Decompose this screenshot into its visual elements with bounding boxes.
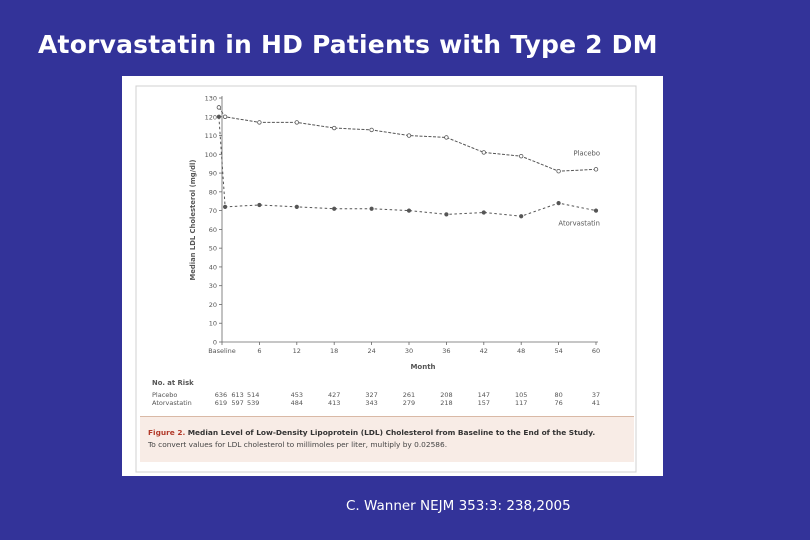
at-risk-value: 453 xyxy=(291,391,303,399)
y-tick-label: 40 xyxy=(209,263,217,271)
series-label-placebo: Placebo xyxy=(573,149,600,157)
figure-caption: Figure 2. Median Level of Low-Density Li… xyxy=(140,416,634,462)
y-tick-label: 90 xyxy=(209,170,217,178)
y-tick-label: 0 xyxy=(213,339,217,347)
series-point-placebo xyxy=(294,120,299,125)
slide-title: Atorvastatin in HD Patients with Type 2 … xyxy=(38,30,658,59)
x-tick-label: 12 xyxy=(293,347,301,355)
series-point-placebo xyxy=(369,127,374,133)
series-point-atorvastatin xyxy=(369,206,374,211)
at-risk-value: 279 xyxy=(403,399,415,407)
x-tick-label: 48 xyxy=(517,347,525,355)
at-risk-heading: No. at Risk xyxy=(152,379,194,387)
at-risk-value: 105 xyxy=(515,391,527,399)
series-point-placebo xyxy=(257,120,262,125)
y-axis-label: Median LDL Cholesterol (mg/dl) xyxy=(189,160,197,281)
series-point-atorvastatin xyxy=(519,214,524,219)
citation: C. Wanner NEJM 353:3: 238,2005 xyxy=(346,498,571,514)
series-point-atorvastatin xyxy=(593,208,599,213)
series-point-placebo xyxy=(519,153,524,159)
series-point-atorvastatin xyxy=(406,208,412,213)
series-point-placebo xyxy=(481,150,486,155)
at-risk-value: 327 xyxy=(365,391,377,399)
x-tick-label: Baseline xyxy=(208,347,236,355)
series-point-atorvastatin xyxy=(332,206,337,211)
x-tick-label: 54 xyxy=(554,347,562,355)
x-tick-label: 30 xyxy=(405,347,413,355)
series-point-placebo xyxy=(222,114,228,119)
at-risk-value: 37 xyxy=(592,391,600,399)
series-point-atorvastatin xyxy=(216,114,221,119)
chart-series: Placebo Atorvastatin xyxy=(216,105,600,228)
y-tick-label: 70 xyxy=(209,207,217,215)
at-risk-value: 539 xyxy=(247,399,259,407)
series-label-atorvastatin: Atorvastatin xyxy=(558,220,600,228)
series-point-placebo xyxy=(593,167,599,172)
series-point-atorvastatin xyxy=(444,212,449,217)
x-tick-label: 18 xyxy=(330,347,338,355)
series-point-placebo xyxy=(216,105,222,110)
series-point-atorvastatin xyxy=(257,202,262,208)
series-point-placebo xyxy=(406,133,412,138)
y-tick-label: 130 xyxy=(205,95,217,103)
x-axis-label: Month xyxy=(410,363,435,371)
figure-border xyxy=(135,85,637,473)
at-risk-value: 76 xyxy=(554,399,562,407)
y-tick-label: 20 xyxy=(209,301,217,309)
y-tick-label: 10 xyxy=(209,320,217,328)
series-point-placebo xyxy=(556,168,561,174)
y-tick-label: 110 xyxy=(205,132,217,140)
at-risk-value: 208 xyxy=(440,391,452,399)
series-point-placebo xyxy=(331,125,337,131)
x-tick-label: 24 xyxy=(367,347,375,355)
figure-panel: 0 10 20 30 40 50 60 70 80 90 100 110 120 130 Median LD… xyxy=(122,76,663,476)
y-tick-label: 80 xyxy=(209,188,217,196)
x-tick-label: 42 xyxy=(480,347,488,355)
series-line-atorvastatin xyxy=(218,116,597,217)
at-risk-value: 514 xyxy=(247,391,259,399)
x-tick-label: 36 xyxy=(442,347,450,355)
at-risk-row-label: Atorvastatin xyxy=(152,399,192,407)
at-risk-value: 343 xyxy=(365,399,377,407)
x-tick-label: 60 xyxy=(592,347,600,355)
y-tick-label: 120 xyxy=(205,113,217,121)
at-risk-value: 41 xyxy=(592,399,600,407)
at-risk-value: 636 xyxy=(215,391,227,399)
at-risk-value: 147 xyxy=(478,391,490,399)
chart-axes: 0 10 20 30 40 50 60 70 80 90 100 110 120 130 Median LD… xyxy=(189,95,600,372)
at-risk-value: 261 xyxy=(403,391,415,399)
series-point-placebo xyxy=(444,135,449,140)
x-tick-label: 6 xyxy=(257,347,261,355)
caption-label: Figure 2. xyxy=(148,428,186,437)
y-tick-label: 50 xyxy=(209,245,217,253)
at-risk-row-label: Placebo xyxy=(152,391,177,399)
at-risk-value: 218 xyxy=(440,399,452,407)
at-risk-value: 427 xyxy=(328,391,340,399)
y-tick-label: 30 xyxy=(209,282,217,290)
caption-text: To convert values for LDL cholesterol to… xyxy=(148,440,448,449)
series-line-placebo xyxy=(218,107,597,172)
at-risk-value: 484 xyxy=(291,399,303,407)
at-risk-value: 413 xyxy=(328,399,340,407)
ldl-line-chart: 0 10 20 30 40 50 60 70 80 90 100 110 120 130 Median LD… xyxy=(135,85,637,473)
series-point-atorvastatin xyxy=(481,210,486,215)
at-risk-value: 619 xyxy=(215,399,227,407)
series-point-atorvastatin xyxy=(223,204,228,209)
series-point-atorvastatin xyxy=(294,204,299,209)
at-risk-value: 597 xyxy=(231,399,243,407)
at-risk-value: 613 xyxy=(231,391,243,399)
caption-title: Median Level of Low-Density Lipoprotein … xyxy=(187,428,596,437)
series-point-atorvastatin xyxy=(556,201,561,206)
y-tick-label: 100 xyxy=(205,151,217,159)
y-tick-label: 60 xyxy=(209,226,217,234)
at-risk-value: 157 xyxy=(478,399,490,407)
at-risk-value: 80 xyxy=(554,391,562,399)
at-risk-value: 117 xyxy=(515,399,527,407)
